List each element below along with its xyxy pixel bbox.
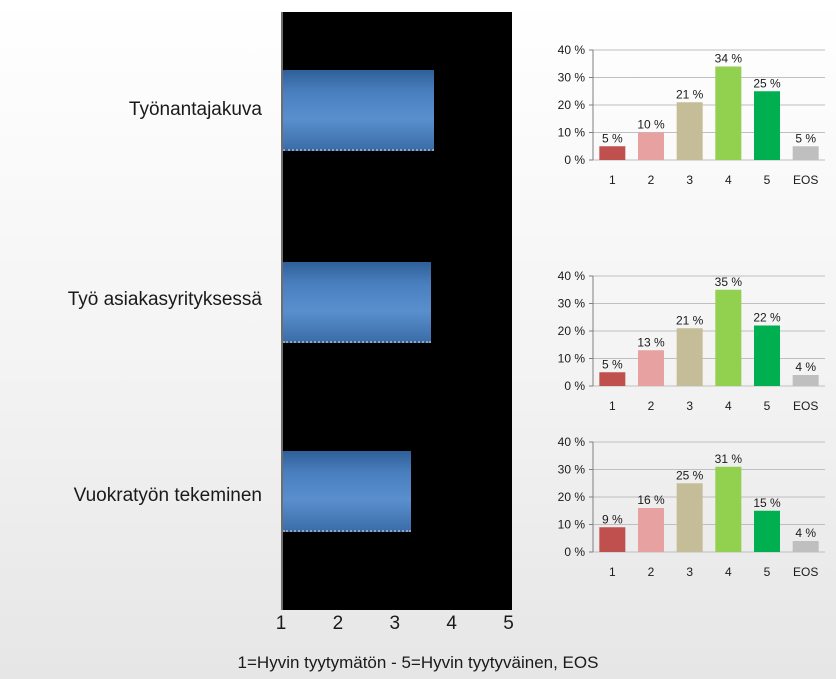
mini-chart-svg-tyo-asiakasyrityksessa: 0 % 10 % 20 % 30 % 40 % 5 % 1 13 % 2 21 % 3 35 % 4 22… [558,269,825,413]
y-tick-label: 40 % [558,435,586,449]
x-tick-label: EOS [793,399,818,413]
bar-2 [638,508,664,552]
data-label: 25 % [753,76,781,90]
data-label: 16 % [637,493,665,507]
bar-4 [715,466,742,552]
x-tick-label: EOS [793,173,818,187]
y-tick-label: 10 % [558,352,586,366]
bar-3 [676,328,703,386]
x-tick-label: 1 [609,565,616,579]
data-label: 21 % [676,313,704,327]
y-tick-label: 0 % [564,379,585,393]
y-tick-label: 20 % [558,324,586,338]
data-label: 25 % [676,468,704,482]
data-label: 5 % [602,357,623,371]
x-tick-label: 5 [764,399,771,413]
data-label: 13 % [637,335,665,349]
bar-2 [638,350,664,386]
y-tick-label: 30 % [558,297,586,311]
bar-4 [715,289,742,386]
x-tick-label: 1 [609,173,616,187]
y-tick-label: 0 % [564,153,585,167]
bar-eos [792,375,819,386]
y-tick-label: 10 % [558,126,586,140]
data-label: 15 % [753,496,781,510]
main-chart-plot-area [281,12,512,610]
x-tick-label: 2 [648,565,655,579]
y-tick-label: 30 % [558,71,586,85]
main-tick-label-4: 4 [446,613,457,634]
category-label-tyo-asiakasyrityksessa: Työ asiakasyrityksessä [67,289,262,310]
y-tick-label: 20 % [558,490,586,504]
data-label: 4 % [795,526,816,540]
main-chart-value-axis [281,12,283,610]
data-label: 31 % [715,452,743,466]
x-tick-label: 4 [725,173,732,187]
main-tick-label-5: 5 [503,613,514,634]
x-tick-label: 5 [764,565,771,579]
bar-3 [676,102,703,160]
bar-5 [754,91,780,160]
bar-1 [599,372,626,386]
bar-3 [676,483,703,552]
data-label: 35 % [715,275,743,289]
bar-eos [792,541,819,552]
y-tick-label: 30 % [558,463,586,477]
category-label-tyonantajakuva: Työnantajakuva [128,99,262,120]
x-tick-label: 3 [686,565,693,579]
mini-chart-svg-vuokratyon-tekeminen: 0 % 10 % 20 % 30 % 40 % 9 % 1 16 % 2 25 % 3 31 % 4 15… [558,435,825,579]
x-tick-label: 2 [648,173,655,187]
bar-4 [715,66,742,160]
main-tick-label-2: 2 [332,613,344,634]
x-tick-label: 3 [686,173,693,187]
data-label: 34 % [715,52,743,66]
y-tick-label: 0 % [564,545,585,559]
bar-2 [638,132,664,160]
data-label: 4 % [795,360,816,374]
y-tick-label: 40 % [558,43,586,57]
main-chart-axis-title: 1=Hyvin tyytymätön - 5=Hyvin tyytyväinen… [237,653,599,672]
main-bar-vuokratyon-tekeminen [283,451,411,532]
bar-5 [754,325,780,386]
x-tick-label: 4 [725,399,732,413]
data-label: 10 % [637,118,665,132]
data-label: 5 % [795,131,816,145]
category-label-vuokratyon-tekeminen: Vuokratyön tekeminen [73,485,262,506]
y-tick-label: 20 % [558,98,586,112]
x-tick-label: 5 [764,173,771,187]
bar-eos [792,146,819,160]
bar-5 [754,510,780,552]
main-bar-tyonantajakuva [283,70,435,151]
data-label: 21 % [676,87,704,101]
x-tick-label: 4 [725,565,732,579]
data-label: 9 % [602,512,623,526]
main-bar-tyo-asiakasyrityksessa [283,262,432,343]
mini-chart-svg-tyonantajakuva: 0 % 10 % 20 % 30 % 40 % 5 % 1 10 % 2 21 % 3 34 % 4 25… [558,43,825,187]
x-tick-label: 1 [609,399,616,413]
bar-1 [599,527,626,552]
x-tick-label: 3 [686,399,693,413]
main-tick-label-3: 3 [389,613,401,634]
data-label: 22 % [753,311,781,325]
x-tick-label: 2 [648,399,655,413]
x-tick-label: EOS [793,565,818,579]
main-tick-label-1: 1 [275,613,287,634]
y-tick-label: 40 % [558,269,586,283]
y-tick-label: 10 % [558,518,586,532]
bar-1 [599,146,626,160]
data-label: 5 % [602,131,623,145]
